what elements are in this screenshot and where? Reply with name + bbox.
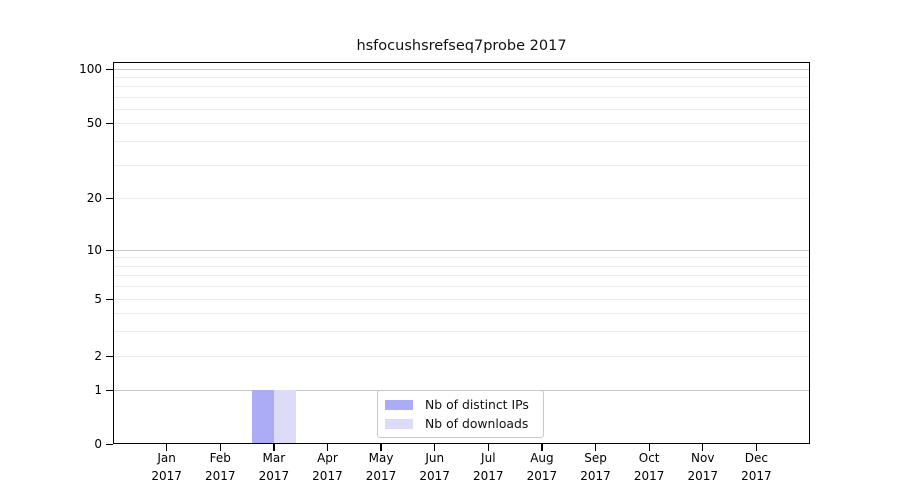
legend-label: Nb of downloads	[425, 416, 529, 431]
x-tick-mark	[166, 444, 168, 451]
y-tick-mark	[106, 197, 113, 199]
minor-gridline	[114, 96, 809, 98]
minor-gridline	[114, 356, 809, 357]
x-tick-mark	[702, 444, 704, 451]
minor-gridline	[114, 108, 809, 110]
x-tick-mark	[219, 444, 221, 451]
minor-gridline	[114, 257, 809, 259]
y-axis-tick-label: 5	[94, 292, 102, 306]
x-tick-mark	[648, 444, 650, 451]
bar-nb-of-distinct-ips	[252, 390, 274, 443]
x-axis-tick-label: Jul 2017	[473, 451, 504, 483]
y-axis-tick-label: 100	[79, 62, 102, 76]
y-tick-mark	[106, 443, 113, 445]
x-axis-tick-label: Jan 2017	[151, 451, 182, 483]
x-axis-tick-label: Sep 2017	[580, 451, 611, 483]
y-tick-mark	[106, 355, 113, 357]
minor-gridline	[114, 265, 809, 267]
legend-swatch-icon	[385, 418, 413, 429]
plot-area-border	[113, 62, 810, 444]
legend-label: Nb of distinct IPs	[425, 397, 529, 412]
minor-gridline	[114, 198, 809, 199]
x-axis-tick-label: Aug 2017	[526, 451, 558, 483]
legend: Nb of distinct IPs Nb of downloads	[377, 390, 544, 438]
minor-gridline	[114, 86, 809, 88]
y-axis-tick-label: 20	[86, 191, 102, 205]
minor-gridline	[114, 312, 809, 314]
x-tick-mark	[541, 444, 543, 451]
minor-gridline	[114, 286, 809, 288]
legend-row: Nb of distinct IPs	[385, 395, 535, 414]
minor-gridline	[114, 141, 809, 143]
x-axis-tick-label: Oct 2017	[633, 451, 665, 483]
major-gridline	[114, 69, 809, 70]
chart-title: hsfocushsrefseq7probe 2017	[356, 38, 567, 54]
y-axis-tick-label: 1	[94, 383, 102, 397]
minor-gridline	[114, 164, 809, 166]
x-tick-mark	[755, 444, 758, 451]
x-axis-tick-label: Jun 2017	[419, 451, 450, 483]
x-axis-tick-label: Mar 2017	[258, 451, 290, 483]
minor-gridline	[114, 275, 809, 277]
x-tick-mark	[273, 444, 275, 451]
minor-gridline	[114, 299, 809, 300]
y-tick-mark	[106, 389, 113, 391]
minor-gridline	[114, 123, 809, 124]
x-axis-tick-label: Dec 2017	[741, 451, 772, 483]
y-axis-tick-label: 2	[94, 349, 102, 363]
y-axis-tick-label: 10	[86, 243, 102, 257]
x-axis-tick-label: May 2017	[365, 451, 397, 483]
x-tick-mark	[594, 444, 597, 451]
y-tick-mark	[106, 298, 113, 300]
x-tick-mark	[487, 444, 489, 451]
x-tick-mark	[434, 444, 436, 451]
y-axis-tick-label: 50	[86, 116, 102, 130]
x-axis-tick-label: Feb 2017	[204, 451, 236, 483]
y-tick-mark	[106, 68, 113, 70]
y-axis-tick-label: 0	[94, 437, 102, 451]
legend-swatch-icon	[385, 399, 413, 410]
major-gridline	[114, 250, 809, 251]
bar-nb-of-downloads	[273, 390, 296, 443]
y-tick-mark	[106, 249, 113, 251]
y-tick-mark	[106, 122, 113, 124]
x-axis-tick-label: Apr 2017	[312, 451, 343, 483]
x-axis-tick-label: Nov 2017	[687, 451, 719, 483]
x-tick-mark	[380, 444, 382, 451]
x-tick-mark	[326, 444, 329, 451]
minor-gridline	[114, 330, 809, 332]
legend-row: Nb of downloads	[385, 414, 535, 433]
minor-gridline	[114, 77, 809, 79]
